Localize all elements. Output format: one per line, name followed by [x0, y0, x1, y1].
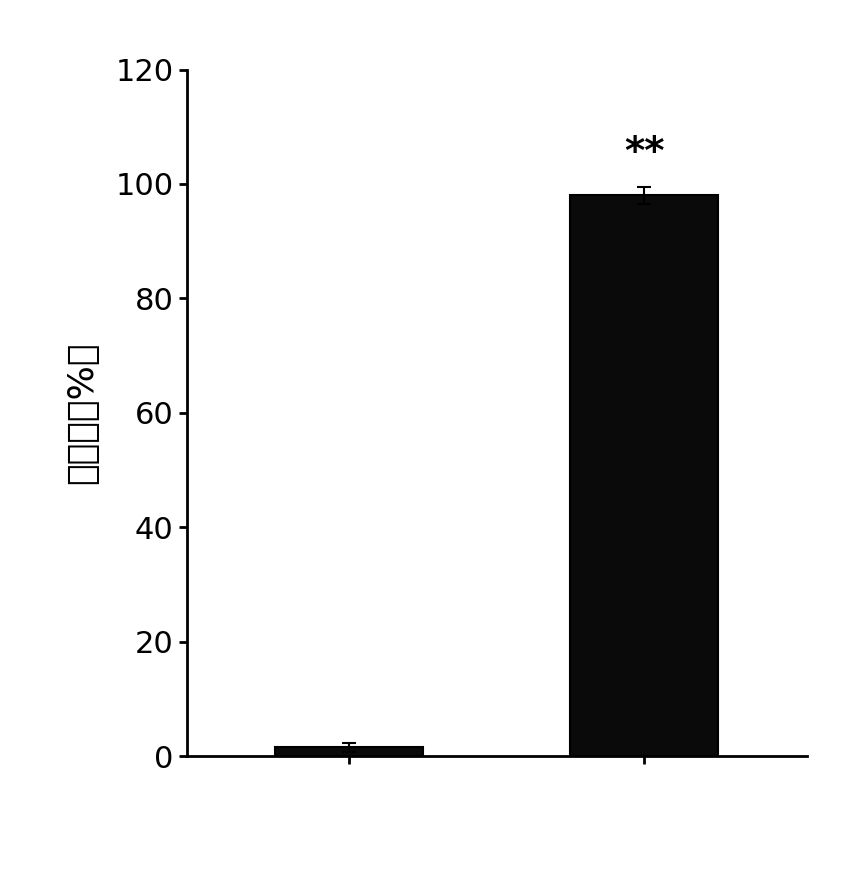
Bar — [571, 196, 718, 756]
Y-axis label: 恢复率（%）: 恢复率（%） — [65, 342, 98, 484]
Text: **: ** — [624, 135, 665, 172]
Bar — [275, 747, 423, 756]
